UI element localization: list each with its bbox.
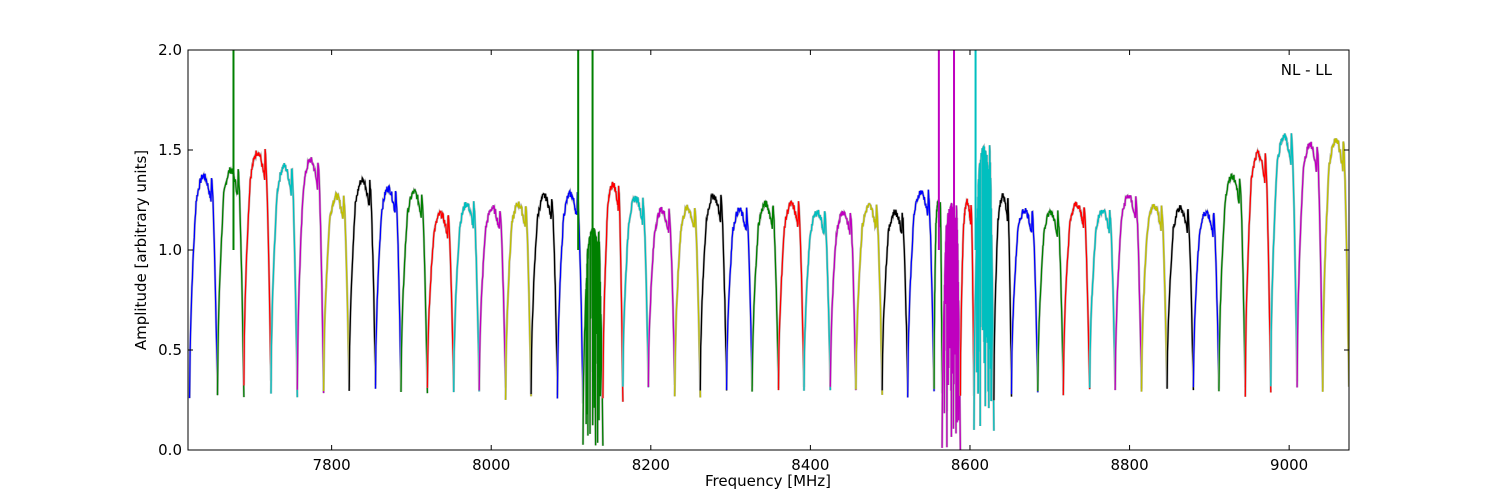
x-tick-label: 8000 <box>472 456 510 474</box>
subband-trace <box>1322 138 1349 392</box>
subband-trace <box>1296 141 1324 389</box>
subband-trace <box>829 210 857 391</box>
subband-trace <box>855 203 883 395</box>
subband-trace <box>881 209 909 391</box>
subband-trace <box>1114 194 1143 391</box>
subband-trace <box>803 209 831 391</box>
axes-frame <box>187 49 1350 451</box>
subband-trace <box>941 202 962 450</box>
subband-trace <box>973 144 995 431</box>
subband-trace <box>699 193 728 391</box>
subband-trace <box>582 227 604 446</box>
subband-trace <box>1166 205 1195 391</box>
x-tick-label: 8400 <box>791 456 829 474</box>
subband-trace <box>1244 148 1272 397</box>
axis-ticks: 7800 8000 8200 8400 8600 8800 9000 0.0 0.5 1.0 1.5… <box>158 41 1349 474</box>
subband-trace <box>216 167 245 398</box>
y-tick-label: 0.5 <box>158 341 182 359</box>
x-tick-label: 8200 <box>632 456 670 474</box>
x-tick-label: 8800 <box>1110 456 1148 474</box>
subband-trace <box>993 193 1013 401</box>
subband-trace <box>1089 208 1116 388</box>
x-tick-label: 7800 <box>313 456 351 474</box>
plot-area <box>188 50 1349 450</box>
y-tick-label: 1.5 <box>158 141 182 159</box>
y-tick-label: 1.0 <box>158 241 182 259</box>
subband-trace <box>674 204 701 398</box>
subband-trace <box>602 181 624 402</box>
subband-trace <box>270 162 298 398</box>
subband-trace <box>453 201 480 393</box>
subband-trace <box>725 207 753 391</box>
subband-trace <box>1270 133 1298 387</box>
x-tick-label: 8600 <box>951 456 989 474</box>
subband-trace <box>1192 209 1220 389</box>
subband-trace <box>400 188 429 394</box>
subband-trace <box>348 176 377 391</box>
subband-trace <box>530 192 559 395</box>
subband-trace <box>907 189 935 398</box>
subband-trace <box>374 184 402 392</box>
subband-trace <box>478 205 507 391</box>
subband-trace <box>1140 203 1168 392</box>
y-axis-label: Amplitude [arbitrary units] <box>132 150 150 350</box>
x-axis-label: Frequency [MHz] <box>705 472 831 490</box>
subband-trace <box>426 209 455 392</box>
subband-trace <box>1010 208 1039 395</box>
subband-trace <box>243 148 272 386</box>
subband-trace <box>959 198 975 396</box>
subband-trace <box>504 201 532 400</box>
subband-trace <box>622 195 650 388</box>
subband-trace <box>647 206 676 388</box>
x-tick-label: 9000 <box>1270 456 1308 474</box>
y-tick-label: 0.0 <box>158 441 182 459</box>
panel-label: NL - LL <box>1281 61 1333 79</box>
y-tick-label: 2.0 <box>158 41 182 59</box>
subband-trace <box>1218 173 1246 392</box>
subband-trace <box>322 191 350 392</box>
subband-trace <box>777 200 805 391</box>
subband-trace <box>1037 208 1064 392</box>
subband-trace <box>296 157 325 394</box>
subband-trace <box>751 200 780 392</box>
subband-trace <box>1062 201 1091 396</box>
subband-trace <box>188 172 219 399</box>
